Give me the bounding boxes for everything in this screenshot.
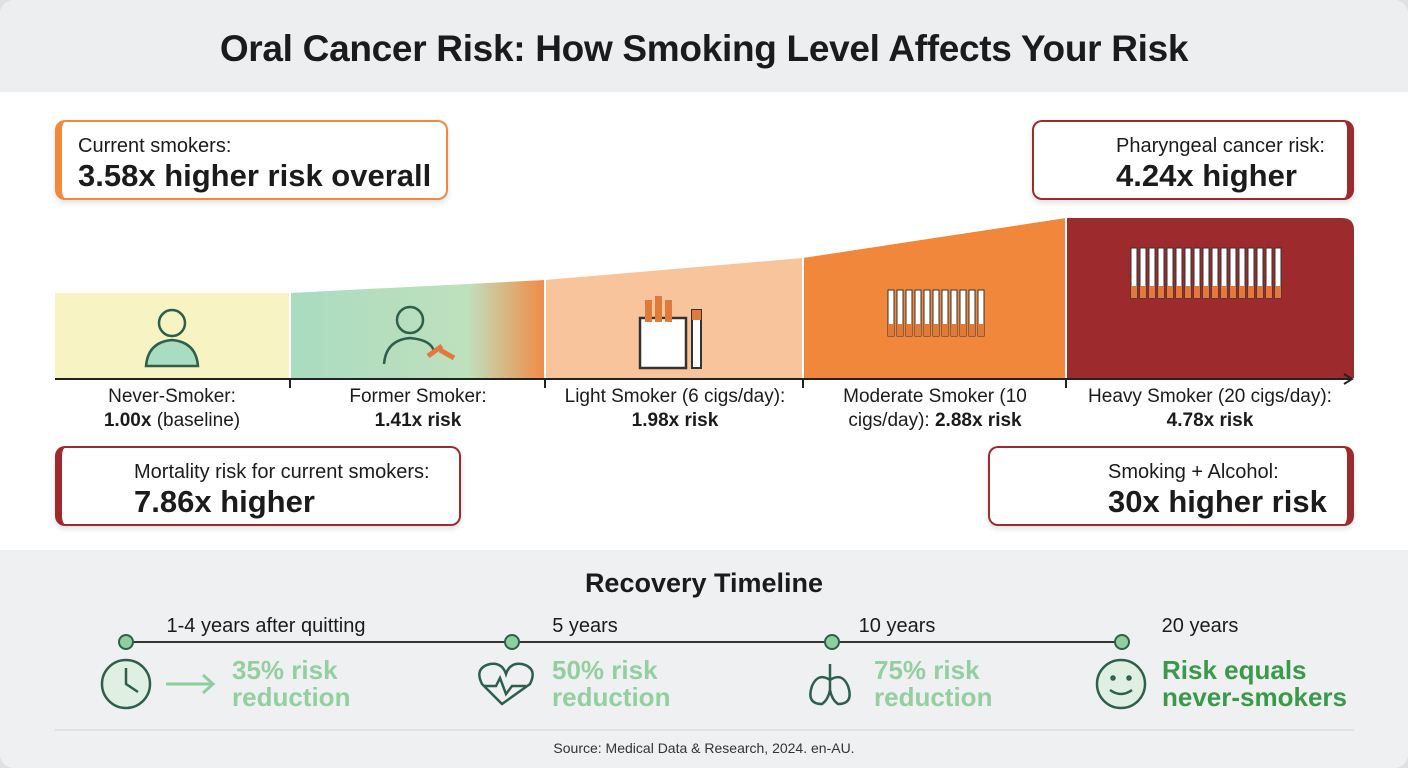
cigarette-filter bbox=[1239, 286, 1245, 298]
title: Oral Cancer Risk: How Smoking Level Affe… bbox=[219, 28, 1189, 69]
callout-label: Smoking + Alcohol: bbox=[1108, 461, 1279, 483]
cigarette-filter bbox=[1131, 286, 1137, 298]
axis-arrow bbox=[1343, 373, 1354, 385]
icon-pack bbox=[638, 296, 702, 370]
band-heavy bbox=[1066, 218, 1354, 378]
cigarette-filter bbox=[1203, 286, 1209, 298]
cigarette-filter bbox=[1230, 286, 1236, 298]
level-label: Former Smoker: 1.41x risk bbox=[293, 385, 543, 433]
callout-value: 30x higher risk bbox=[1108, 484, 1327, 519]
cigarette-filter bbox=[1266, 286, 1272, 298]
cigarette-filter bbox=[1221, 286, 1227, 298]
cigarette-filter bbox=[1158, 286, 1164, 298]
level-name: Moderate Smoker (10 cigs/day): bbox=[843, 386, 1027, 431]
cigarette-filter bbox=[942, 324, 948, 336]
cigarette-filter bbox=[1275, 286, 1281, 298]
level-value: 2.88x risk bbox=[934, 410, 1022, 431]
cigarette-filter bbox=[1176, 286, 1182, 298]
callout-label: Pharyngeal cancer risk: bbox=[1116, 135, 1325, 157]
cigarette-filter bbox=[960, 324, 966, 336]
timeline-icons bbox=[100, 658, 1147, 710]
milestone-effect: Risk equals never-smokers bbox=[1162, 655, 1347, 712]
icon-cigs-heavy bbox=[1130, 247, 1282, 299]
cigarette-filter bbox=[888, 324, 894, 336]
level-name: Never-Smoker: bbox=[108, 386, 236, 407]
icon-person bbox=[144, 308, 200, 368]
callout-value: 4.24x higher bbox=[1116, 158, 1297, 193]
level-value: 1.00x bbox=[103, 410, 152, 431]
level-note: (baseline) bbox=[156, 410, 241, 431]
callout-value: 7.86x higher bbox=[134, 484, 315, 519]
level-name: Heavy Smoker (20 cigs/day): bbox=[1088, 386, 1332, 407]
cigarette-filter bbox=[1167, 286, 1173, 298]
callout: Smoking + Alcohol: 30x higher risk bbox=[988, 446, 1354, 526]
callout-value: 3.58x higher risk overall bbox=[78, 158, 432, 193]
timeline-dots bbox=[118, 634, 1130, 650]
level-label: Never-Smoker: 1.00x (baseline) bbox=[47, 385, 297, 433]
milestone-effect: 50% risk reduction bbox=[552, 655, 671, 712]
cigarette-filter bbox=[924, 324, 930, 336]
cigarette-filter bbox=[1185, 286, 1191, 298]
level-label: Heavy Smoker (20 cigs/day): 4.78x risk bbox=[1070, 385, 1350, 433]
milestone-time: 1-4 years after quitting bbox=[166, 615, 366, 637]
milestone-time: 20 years bbox=[1161, 615, 1239, 637]
timeline-panel bbox=[0, 550, 1408, 768]
level-name: Former Smoker: bbox=[349, 386, 487, 407]
milestone-effect: 35% risk reduction bbox=[232, 655, 351, 712]
header bbox=[0, 0, 1408, 92]
cigarette-filter bbox=[951, 324, 957, 336]
band-dividers bbox=[289, 218, 1067, 378]
cigarette-filter bbox=[1194, 286, 1200, 298]
cigarette-filter bbox=[1149, 286, 1155, 298]
cigarette-filter bbox=[933, 324, 939, 336]
icon-cigs-moderate bbox=[887, 289, 985, 337]
callout: Mortality risk for current smokers: 7.86… bbox=[55, 446, 461, 526]
level-value: 4.78x risk bbox=[1166, 410, 1254, 431]
cigarette-filter bbox=[1248, 286, 1254, 298]
cigarette-filter bbox=[897, 324, 903, 336]
milestone-time: 5 years bbox=[552, 615, 618, 637]
cigarette-filter bbox=[915, 324, 921, 336]
callout: Pharyngeal cancer risk: 4.24x higher bbox=[1032, 120, 1354, 200]
callout: Current smokers: 3.58x higher risk overa… bbox=[55, 120, 448, 200]
cigarette-filter bbox=[978, 324, 984, 336]
timeline-title: Recovery Timeline bbox=[584, 568, 824, 598]
source: Source: Medical Data & Research, 2024. e… bbox=[553, 740, 855, 756]
axis-ticks bbox=[289, 379, 1067, 388]
cigarette-filter bbox=[906, 324, 912, 336]
icon-former bbox=[382, 305, 456, 365]
level-value: 1.41x risk bbox=[374, 410, 462, 431]
level-label: Light Smoker (6 cigs/day): 1.98x risk bbox=[540, 385, 810, 433]
level-name: Light Smoker (6 cigs/day): bbox=[564, 386, 786, 407]
band-former bbox=[290, 280, 545, 378]
callout-label: Mortality risk for current smokers: bbox=[134, 461, 430, 483]
cigarette-filter bbox=[969, 324, 975, 336]
cigarette-filter bbox=[1140, 286, 1146, 298]
cigarette-filter bbox=[1212, 286, 1218, 298]
level-value: 1.98x risk bbox=[631, 410, 719, 431]
cigarette-filter bbox=[1257, 286, 1263, 298]
milestone-effect: 75% risk reduction bbox=[874, 655, 993, 712]
callout-label: Current smokers: bbox=[78, 135, 232, 157]
milestone-time: 10 years bbox=[858, 615, 936, 637]
level-label: Moderate Smoker (10 cigs/day): 2.88x ris… bbox=[825, 385, 1045, 433]
